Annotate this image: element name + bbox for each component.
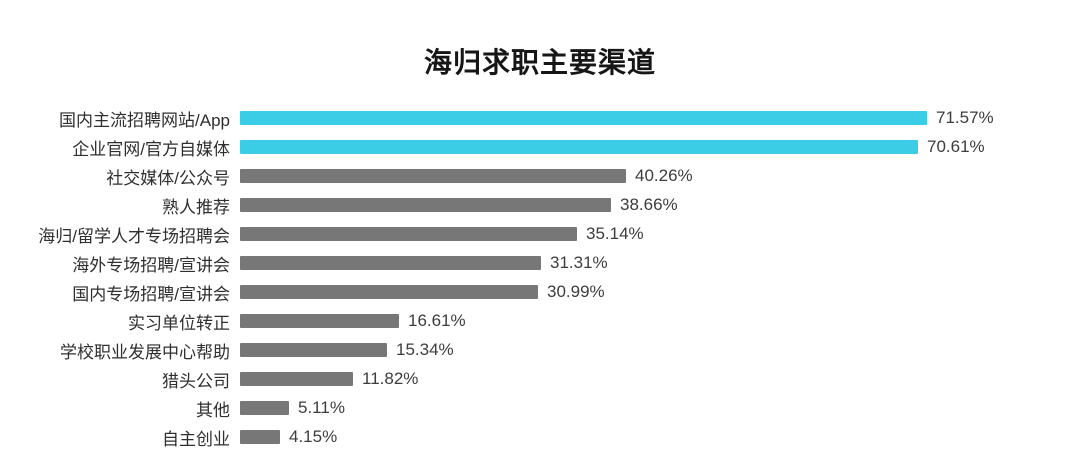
bar	[240, 256, 541, 271]
category-label: 实习单位转正	[128, 313, 230, 333]
bar	[240, 401, 289, 416]
bar	[240, 343, 387, 358]
bar	[240, 285, 538, 300]
category-label: 国内专场招聘/宣讲会	[72, 284, 230, 304]
bar-track: 40.26%	[240, 166, 1080, 186]
category-label: 海归/留学人才专场招聘会	[38, 226, 230, 246]
bar-track: 16.61%	[240, 311, 1080, 331]
chart-row: 国内主流招聘网站/App 71.57%	[0, 104, 1080, 133]
bar-track: 4.15%	[240, 427, 1080, 447]
bar	[240, 227, 577, 242]
bar-track: 31.31%	[240, 253, 1080, 273]
category-label: 社交媒体/公众号	[106, 168, 230, 188]
chart-row: 企业官网/官方自媒体 70.61%	[0, 133, 1080, 162]
bar	[240, 111, 927, 126]
category-label: 熟人推荐	[162, 197, 230, 217]
chart-row: 海归/留学人才专场招聘会 35.14%	[0, 220, 1080, 249]
bar	[240, 314, 399, 329]
value-label: 40.26%	[635, 166, 693, 186]
bar	[240, 372, 353, 387]
value-label: 15.34%	[396, 340, 454, 360]
category-label: 学校职业发展中心帮助	[60, 342, 230, 362]
bar	[240, 198, 611, 213]
chart-row: 国内专场招聘/宣讲会 30.99%	[0, 278, 1080, 307]
value-label: 4.15%	[289, 427, 338, 447]
bar-track: 71.57%	[240, 108, 1080, 128]
bar	[240, 169, 626, 184]
chart-row: 学校职业发展中心帮助 15.34%	[0, 336, 1080, 365]
category-label: 海外专场招聘/宣讲会	[72, 255, 230, 275]
bar	[240, 430, 280, 445]
value-label: 11.82%	[362, 369, 419, 389]
category-label: 国内主流招聘网站/App	[59, 110, 230, 130]
chart-row: 其他 5.11%	[0, 394, 1080, 423]
bar-track: 15.34%	[240, 340, 1080, 360]
value-label: 38.66%	[620, 195, 678, 215]
chart-row: 熟人推荐 38.66%	[0, 191, 1080, 220]
chart-row: 社交媒体/公众号 40.26%	[0, 162, 1080, 191]
value-label: 31.31%	[550, 253, 608, 273]
category-label: 猎头公司	[162, 371, 230, 391]
chart-row: 实习单位转正 16.61%	[0, 307, 1080, 336]
value-label: 16.61%	[408, 311, 466, 331]
chart-title: 海归求职主要渠道	[423, 47, 656, 78]
chart-row: 猎头公司 11.82%	[0, 365, 1080, 394]
value-label: 35.14%	[586, 224, 644, 244]
bar-track: 38.66%	[240, 195, 1080, 215]
value-label: 30.99%	[547, 282, 605, 302]
bar-track: 5.11%	[240, 398, 1080, 418]
value-label: 5.11%	[298, 398, 345, 418]
bar-track: 30.99%	[240, 282, 1080, 302]
bar	[240, 140, 918, 155]
chart-row: 自主创业 4.15%	[0, 423, 1080, 452]
bar-track: 35.14%	[240, 224, 1080, 244]
chart-rows: 国内主流招聘网站/App 71.57% 企业官网/官方自媒体 70.61% 社交媒体/公…	[0, 104, 1080, 452]
chart-row: 海外专场招聘/宣讲会 31.31%	[0, 249, 1080, 278]
value-label: 71.57%	[936, 108, 994, 128]
bar-track: 70.61%	[240, 137, 1080, 157]
value-label: 70.61%	[927, 137, 985, 157]
category-label: 自主创业	[162, 429, 230, 449]
bar-track: 11.82%	[240, 369, 1080, 389]
category-label: 企业官网/官方自媒体	[72, 139, 230, 159]
category-label: 其他	[196, 400, 230, 420]
